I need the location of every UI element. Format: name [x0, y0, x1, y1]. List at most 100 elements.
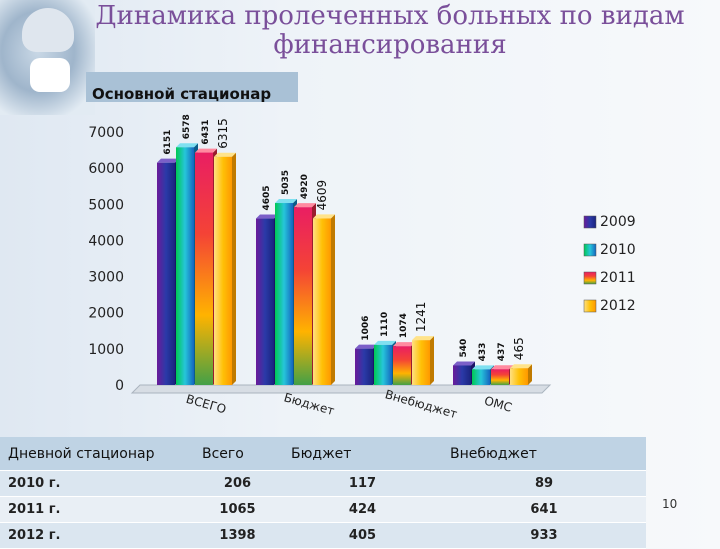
legend-swatch [583, 271, 597, 285]
table-cell: 405 [283, 522, 442, 549]
y-tick-label: 3000 [88, 270, 124, 286]
legend-label: 2010 [600, 242, 636, 258]
bar-top [453, 361, 475, 366]
table-header-cell: Дневной стационар [0, 437, 192, 471]
doctor-cap [22, 8, 74, 52]
table-header-row: Дневной стационар Всего Бюджет Внебюджет [0, 437, 646, 471]
bar-top [275, 199, 297, 204]
bar [275, 203, 293, 385]
data-label: 1241 [414, 302, 428, 333]
bar-side [232, 152, 236, 385]
table-cell: 933 [442, 522, 646, 549]
x-category-label: ВСЕГО [184, 392, 227, 417]
y-tick-label: 5000 [88, 197, 124, 213]
bar-top [393, 342, 415, 347]
bar [214, 156, 232, 385]
table-row: 2011 г. 1065 424 641 [0, 496, 646, 523]
table-cell: 117 [283, 470, 442, 497]
bar [453, 365, 471, 385]
table-cell: 424 [283, 496, 442, 523]
data-label: 1006 [361, 316, 371, 341]
doctor-mask [30, 58, 70, 92]
y-tick-label: 0 [115, 378, 124, 394]
bar [393, 346, 411, 385]
bar-top [510, 364, 532, 369]
bar [256, 218, 274, 385]
bar [157, 162, 175, 385]
bar [412, 340, 430, 385]
x-category-label: Бюджет [282, 390, 336, 418]
bar-side [331, 214, 335, 385]
table-cell: 1065 [192, 496, 283, 523]
data-label: 4609 [315, 180, 329, 211]
table-cell: 2012 г. [0, 522, 192, 549]
bar [472, 369, 490, 385]
bar-top [355, 344, 377, 349]
legend-swatch [583, 299, 597, 313]
bar-top [472, 365, 494, 370]
bar-top [491, 365, 513, 370]
legend-label: 2009 [600, 214, 636, 230]
data-label: 433 [478, 343, 488, 362]
bar [374, 344, 392, 385]
bar [510, 368, 528, 385]
chart-floor [130, 384, 552, 394]
bar-top [374, 340, 396, 345]
data-label: 6431 [201, 120, 211, 145]
table-cell: 641 [442, 496, 646, 523]
bar-top [294, 203, 316, 208]
data-label: 4605 [262, 185, 272, 210]
chart-subtitle: Основной стационар [86, 72, 298, 102]
y-tick-label: 2000 [88, 306, 124, 322]
bar-side [528, 364, 532, 385]
bar-top [176, 143, 198, 148]
data-label: 6315 [216, 118, 230, 149]
bar-top [313, 214, 335, 219]
y-tick-label: 1000 [88, 342, 124, 358]
table-header-cell: Всего [192, 437, 283, 471]
x-category-label: ОМС [483, 394, 514, 415]
table-header-cell: Внебюджет [442, 437, 646, 471]
table-cell: 2011 г. [0, 496, 192, 523]
data-label: 437 [497, 342, 507, 361]
data-label: 6578 [182, 114, 192, 139]
bar [491, 369, 509, 385]
doctor-photo [0, 0, 95, 115]
bar [294, 207, 312, 385]
y-tick-label: 6000 [88, 161, 124, 177]
table-cell: 206 [192, 470, 283, 497]
data-label: 4920 [300, 174, 310, 199]
table-cell: 1398 [192, 522, 283, 549]
table-header-cell: Бюджет [283, 437, 442, 471]
data-label: 1074 [399, 313, 409, 338]
bar-side [430, 336, 434, 385]
bar-top [412, 336, 434, 341]
bar-top [256, 214, 278, 219]
data-label: 1110 [380, 312, 390, 337]
table-row: 2012 г. 1398 405 933 [0, 522, 646, 549]
legend-label: 2011 [600, 270, 636, 286]
table-row: 2010 г. 206 117 89 [0, 470, 646, 497]
bar [176, 147, 194, 385]
legend-label: 2012 [600, 298, 636, 314]
table-cell: 2010 г. [0, 470, 192, 497]
bar-top [214, 152, 236, 157]
table-cell: 89 [442, 470, 646, 497]
page-title: Динамика пролеченных больных по видам фи… [95, 1, 685, 60]
data-label: 540 [459, 339, 469, 358]
bar [313, 218, 331, 385]
bar-chart: 0 1000 2000 3000 4000 5000 6000 7000 ВСЕГО Бюджет… [88, 114, 636, 421]
bar-top [195, 148, 217, 153]
bar [195, 152, 213, 385]
data-label: 465 [512, 337, 526, 360]
legend-swatch [583, 215, 597, 229]
day-hospital-table: Дневной стационар Всего Бюджет Внебюджет… [0, 437, 646, 549]
y-tick-label: 7000 [88, 125, 124, 141]
bar-top [157, 158, 179, 163]
y-tick-label: 4000 [88, 233, 124, 249]
bar [355, 348, 373, 385]
data-label: 5035 [281, 170, 291, 195]
data-label: 6151 [163, 130, 173, 155]
legend-swatch [583, 243, 597, 257]
page-number: 10 [662, 497, 678, 511]
